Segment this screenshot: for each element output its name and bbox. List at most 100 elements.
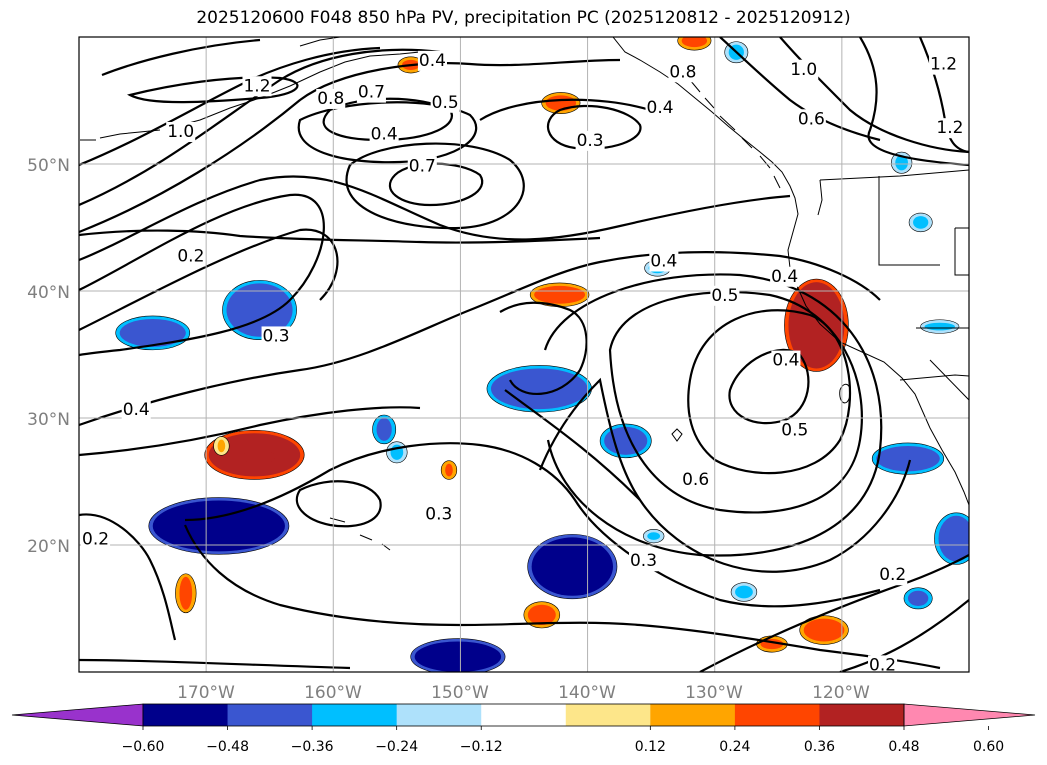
precip-region (895, 155, 908, 171)
lon-tick-labels: 170°W 160°W 150°W 140°W 130°W 120°W (177, 683, 870, 703)
map-frame (78, 36, 970, 673)
contour-label-bg (176, 246, 206, 267)
colorbar-outline (142, 703, 905, 727)
contour-label-bg (935, 118, 965, 139)
colorbar-swatch (312, 704, 398, 726)
colorbar-tick-label: −0.48 (206, 739, 249, 755)
contour-label-bg (796, 109, 826, 130)
coastlines (80, 37, 969, 551)
colorbar-extend-high (903, 703, 1036, 727)
lat-tick-labels: 20°N 30°N 40°N 50°N (27, 156, 70, 557)
contour-label-bg (121, 400, 151, 421)
lon-tick-label: 160°W (304, 683, 362, 703)
colorbar (11, 703, 1036, 727)
contour-label: 0.3 (630, 551, 657, 571)
contour-label-bg (668, 62, 698, 83)
contour-label: 0.5 (711, 286, 738, 306)
contour-label-bg (789, 59, 819, 80)
contour-label-bg (407, 156, 437, 177)
colorbar-tick-label: 0.36 (804, 739, 835, 755)
contour-label-bg (166, 121, 196, 142)
colorbar-tick-label: −0.36 (291, 739, 334, 755)
contour-label: 0.6 (798, 109, 825, 129)
contour-label: 0.7 (358, 83, 385, 103)
lon-tick-label: 170°W (177, 683, 235, 703)
precip-region (913, 216, 929, 229)
colorbar-tick-labels: −0.60 −0.48 −0.36 −0.24 −0.12 0.12 0.24 0.36 0.4… (122, 726, 1004, 755)
contour-label: 0.2 (177, 246, 204, 266)
colorbar-swatch (650, 704, 736, 726)
contour-label-bg (645, 97, 675, 118)
contour-label-bg (575, 130, 605, 151)
contour-label: 1.2 (243, 76, 270, 96)
precip-region (217, 439, 226, 453)
precip-region (604, 426, 648, 455)
precip-region (376, 418, 392, 441)
precip-region (647, 532, 661, 540)
precip-region (938, 515, 969, 562)
contour-label-bg (369, 124, 399, 145)
lon-tick-label: 130°W (685, 683, 743, 703)
contour-label: 0.4 (123, 400, 150, 420)
contour-label: 1.2 (936, 118, 963, 138)
colorbar-swatch (396, 704, 482, 726)
colorbar-tick-label: −0.60 (122, 739, 165, 755)
precip-region (179, 576, 193, 610)
contour-label: 0.3 (425, 504, 452, 524)
lon-tick-label: 120°W (812, 683, 870, 703)
lat-tick-label: 20°N (27, 537, 70, 557)
map-title: 2025120600 F048 850 hPa PV, precipitatio… (196, 8, 851, 28)
contour-label-bg (417, 50, 447, 71)
contour-label: 0.2 (82, 530, 109, 550)
colorbar-swatch (565, 704, 651, 726)
contour-label-bg (242, 76, 272, 97)
contour-label: 0.7 (409, 156, 436, 176)
contour-label: 0.4 (772, 351, 799, 371)
precip-region (119, 318, 186, 347)
colorbar-swatch (143, 704, 229, 726)
precip-region (490, 368, 588, 410)
contour-label: 0.4 (650, 252, 677, 272)
precip-region (226, 283, 293, 337)
colorbar-swatch (227, 704, 313, 726)
contour-label-bg (878, 565, 908, 586)
colorbar-tick-label: −0.12 (460, 739, 503, 755)
lat-tick-label: 50°N (27, 156, 70, 176)
pv-contours (79, 37, 969, 672)
contour-labels: 1.2 0.8 0.7 0.5 0.4 0.4 0.3 0.4 1.0 0.7 0.8 1.0 0.6 1… (81, 50, 965, 676)
colorbar-tick-label: 0.60 (973, 739, 1004, 755)
precip-region-core (447, 652, 478, 664)
contour-label: 0.6 (682, 470, 709, 490)
contour-label-bg (356, 82, 386, 103)
colorbar-extend-low (11, 703, 144, 727)
precip-region (924, 322, 956, 331)
precip-region (534, 285, 586, 304)
contour-label-bg (868, 655, 898, 676)
contour-label-bg (649, 251, 679, 272)
contour-label: 0.5 (432, 93, 459, 113)
precip-region (735, 585, 753, 599)
contour-label-bg (261, 326, 291, 347)
precip-region-core (243, 449, 276, 465)
contour-label-bg (424, 504, 454, 525)
colorbar-tick-label: −0.24 (375, 739, 418, 755)
contour-label: 0.3 (577, 131, 604, 151)
contour-label: 1.0 (167, 122, 194, 142)
contour-label: 0.4 (419, 51, 446, 71)
colorbar-swatch (481, 704, 567, 726)
precip-region (907, 590, 929, 606)
contour-label-bg (771, 350, 801, 371)
lat-tick-label: 40°N (27, 283, 70, 303)
colorbar-swatch (819, 704, 905, 726)
contour-label: 0.4 (371, 125, 398, 145)
colorbar-tick-label: 0.24 (719, 739, 750, 755)
contour-label-bg (929, 54, 959, 75)
precip-region (876, 445, 940, 472)
precip-region (445, 463, 453, 477)
lon-tick-label: 150°W (431, 683, 489, 703)
contour-label: 0.8 (669, 62, 696, 82)
contour-label: 0.8 (317, 89, 344, 109)
lat-tick-label: 30°N (27, 410, 70, 430)
colorbar-swatch (734, 704, 820, 726)
